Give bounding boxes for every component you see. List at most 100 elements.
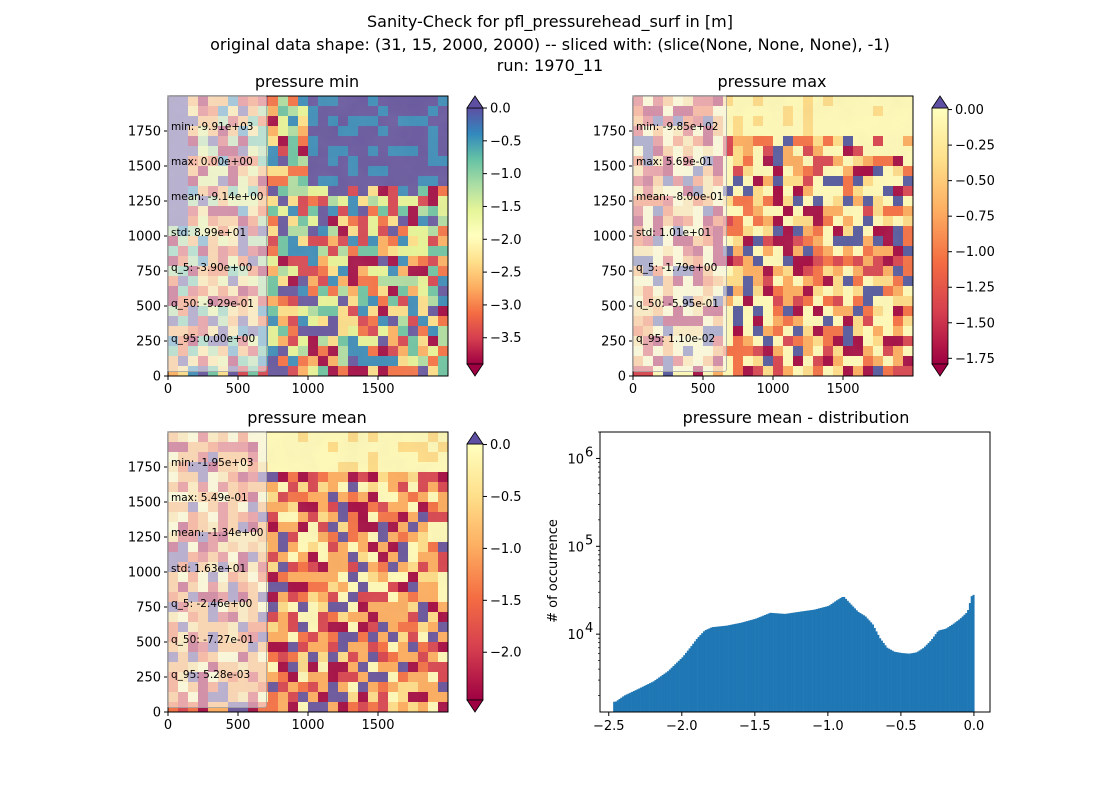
histogram-bar [929,641,932,712]
histogram-bar [614,701,618,712]
histogram-ylabel: # of occurrence [546,519,561,623]
histogram-bar [710,627,713,712]
histogram-bar [884,645,887,712]
stat-line: q_5: -2.46e+00 [171,598,253,611]
y-tick-label: 1250 [593,195,626,210]
histogram-bar [828,605,831,712]
histogram-bar [816,608,819,712]
histogram-bar [959,618,962,712]
y-tick-label: 1250 [128,195,161,210]
histogram-bar [862,615,865,712]
y-tick-label: 1250 [128,531,161,546]
histogram-bar [717,626,720,712]
stat-line: max: 0.00e+00 [171,155,253,168]
histogram-bar [701,633,704,712]
histogram-bar [638,688,641,712]
histogram-bar [765,614,768,712]
histogram-bar [636,689,639,712]
stat-line: std: 1.63e+01 [171,562,247,575]
histogram-bar [764,614,767,712]
histogram-bar [699,635,702,712]
histogram-bar [861,614,864,712]
y-tick-label: 500 [136,300,161,315]
histogram-bar [762,615,765,712]
histogram-bar [882,642,885,712]
stat-line: q_95: 0.00e+00 [171,332,256,345]
histogram-bar [686,650,689,712]
histogram-bar [819,607,822,712]
histogram-bar [656,678,659,712]
colorbar-gradient [931,107,949,365]
histogram-bar [938,630,941,712]
histogram-bar [758,617,761,712]
histogram-title: pressure mean - distribution [682,408,910,427]
histogram-bar [911,653,914,712]
stats-box-pressure-max: min: -9.85e+02 max: 5.69e-01 mean: -8.00… [632,95,728,373]
histogram-bar [835,600,839,712]
histogram-bar [708,628,711,712]
y-tick-label: 500 [601,300,626,315]
y-tick-label: 1750 [593,125,626,140]
colorbar-extend-top [466,431,484,445]
histogram-bar [665,672,668,712]
stat-line: std: 1.01e+01 [636,226,712,239]
histogram-bar [963,614,966,712]
histogram-bar [661,674,664,712]
histogram-bar [774,613,777,712]
histogram-bar [945,628,948,712]
histogram-bar [789,613,792,712]
histogram-bar [947,627,950,712]
histogram-bar [767,613,770,712]
x-tick-label: 0 [164,382,172,397]
histogram-bar [880,640,883,712]
histogram-bar [731,624,734,712]
histogram-bar [879,638,882,712]
x-tick-label: 0 [164,718,172,733]
colorbar-tick-label: −2.0 [490,646,522,661]
colorbar-tick-label: −0.5 [490,134,522,149]
histogram-bar [906,653,909,712]
stat-line: q_50: -5.95e-01 [636,297,719,310]
histogram-bar [679,659,682,712]
figure-title-line-2: original data shape: (31, 15, 2000, 2000… [210,35,890,54]
y-tick-label: 1750 [128,125,161,140]
colorbar-extend-bottom [466,363,484,377]
histogram-bar [697,636,700,712]
colorbar-extend-bottom [931,363,949,377]
histogram-bar [920,649,923,712]
histogram-bar [641,686,644,712]
histogram-bar [900,652,903,712]
x-tick-label: 500 [226,382,251,397]
colorbar-2: 0.0 −0.5 −1.0 −1.5 −2.0 [466,431,522,713]
histogram-x-tick-label: 0.0 [964,719,985,734]
histogram-bar [729,624,733,712]
stat-line: min: -9.91e+03 [171,120,254,133]
histogram-bar [645,684,648,712]
histogram-bar [952,623,955,712]
histogram-bar [927,642,930,712]
x-tick-label: 1500 [361,382,394,397]
histogram-bar [667,671,670,712]
histogram-bar [649,683,652,712]
y-tick-label: 500 [136,636,161,651]
panel-title-pressure-min: pressure min [254,72,360,91]
histogram-bar [839,598,842,712]
histogram-bar [746,621,749,712]
histogram-bar [875,631,878,712]
colorbar-tick-label: −3.5 [490,331,522,346]
histogram-bar [925,644,928,712]
histogram-bar [803,611,806,712]
histogram-bar [913,652,916,712]
x-tick-label: 1500 [826,382,859,397]
stats-box-pressure-mean: min: -1.95e+03 max: 5.49e-01 mean: -1.34… [167,431,268,709]
histogram-bar [722,625,725,712]
panel-title-pressure-max: pressure max [717,72,827,91]
histogram-bar [760,616,763,712]
stat-line: mean: -9.14e+00 [171,191,264,204]
histogram-bar [798,611,801,712]
histogram-frame [599,431,991,713]
histogram-bar [634,690,637,712]
histogram-bar [954,622,957,712]
y-tick-label: 1500 [128,160,161,175]
